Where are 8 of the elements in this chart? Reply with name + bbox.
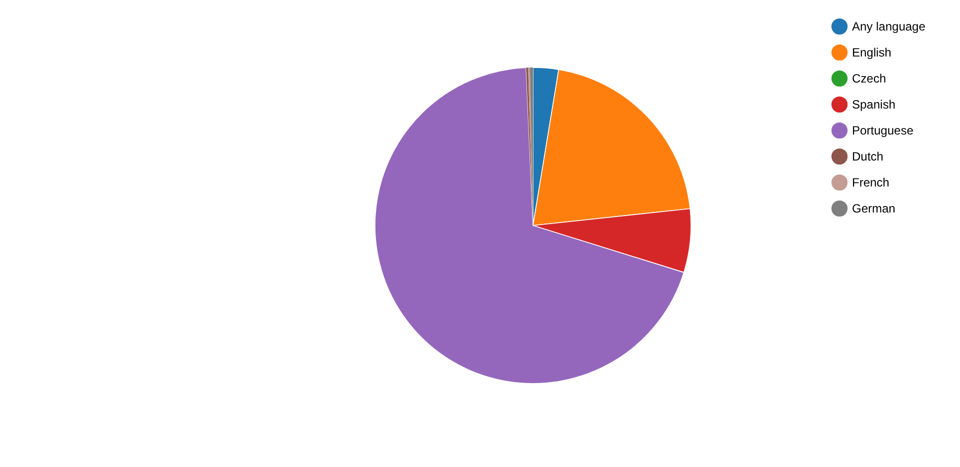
- legend-label: French: [852, 176, 890, 190]
- legend-label: Spanish: [852, 98, 896, 112]
- legend-label: English: [852, 46, 892, 60]
- legend-label: Dutch: [852, 150, 884, 164]
- legend-label: Any language: [852, 20, 926, 34]
- legend-label: German: [852, 202, 896, 216]
- legend-label: Portuguese: [852, 124, 914, 138]
- legend-label: Czech: [852, 72, 886, 86]
